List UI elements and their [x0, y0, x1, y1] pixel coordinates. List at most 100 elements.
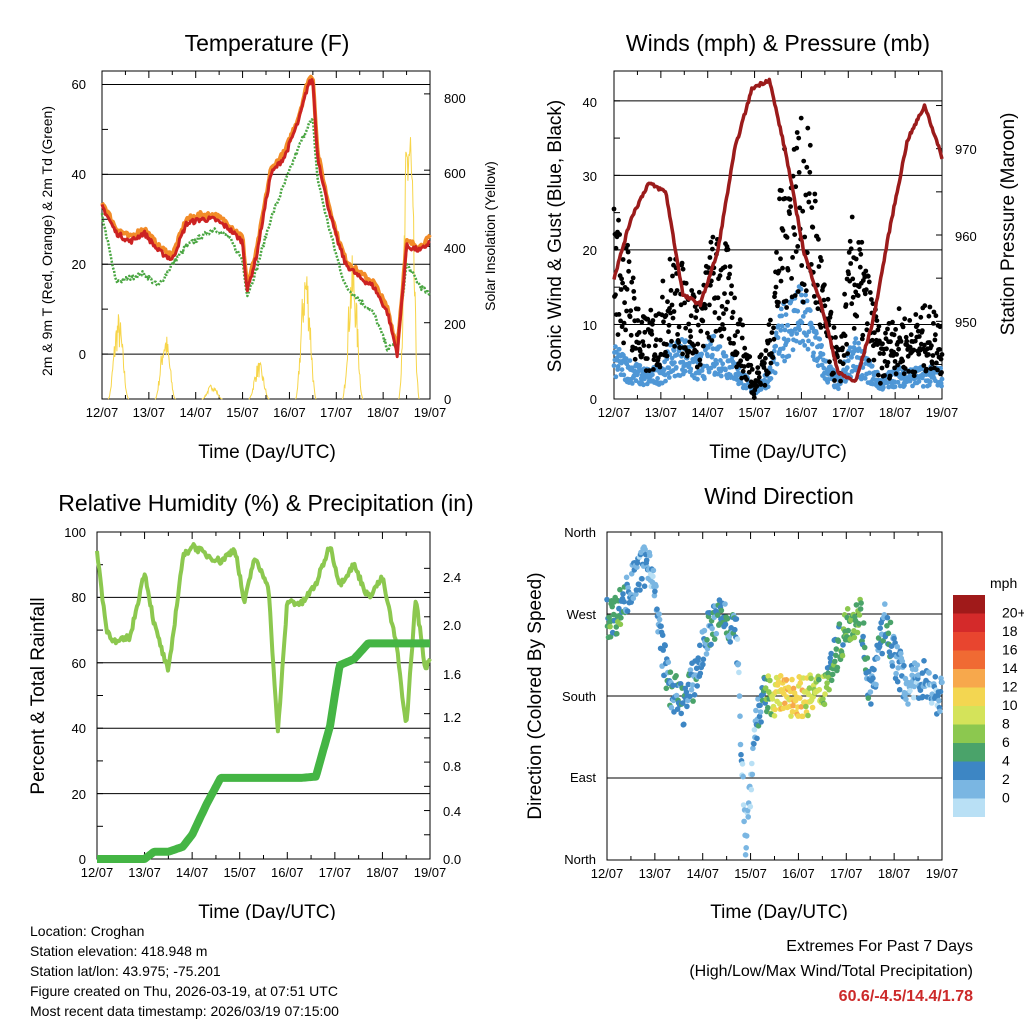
- sonic-wind-point: [819, 343, 824, 348]
- gust-point: [888, 339, 893, 345]
- gust-point: [768, 360, 774, 366]
- gust-point: [626, 259, 632, 265]
- relative-humidity-line: [95, 542, 432, 734]
- gust-point: [810, 224, 816, 230]
- direction-point: [783, 677, 790, 683]
- direction-point: [907, 688, 913, 694]
- gust-point: [622, 300, 627, 306]
- sonic-wind-point: [794, 331, 800, 336]
- gust-point: [674, 288, 680, 293]
- gust-point: [807, 142, 813, 148]
- gust-point: [657, 364, 663, 370]
- winds-ylabel: Sonic Wind & Gust (Blue, Black): [545, 100, 566, 372]
- sonic-wind-point: [773, 330, 779, 336]
- gust-point: [892, 359, 898, 364]
- direction-point: [618, 615, 624, 621]
- direction-point: [856, 621, 862, 627]
- sonic-wind-point: [717, 344, 723, 349]
- gust-point: [871, 357, 877, 363]
- y2tick-label: 950: [955, 315, 977, 330]
- gust-point: [660, 278, 666, 284]
- direction-point: [894, 643, 900, 650]
- gust-point: [717, 273, 723, 279]
- gust-point: [748, 379, 754, 385]
- gust-point: [840, 361, 846, 367]
- gust-point: [668, 288, 674, 293]
- direction-point: [678, 710, 684, 717]
- xtick-label: 18/07: [879, 405, 912, 420]
- winds-title: Winds (mph) & Pressure (mb): [626, 30, 930, 56]
- gust-point: [626, 268, 631, 274]
- sonic-wind-point: [641, 382, 646, 388]
- legend-swatch: [953, 632, 985, 651]
- gust-point: [931, 309, 937, 315]
- gust-point: [862, 291, 868, 297]
- gust-point: [832, 378, 837, 383]
- direction-point: [658, 623, 664, 629]
- station-pressure-line: [612, 77, 944, 383]
- gust-point: [663, 313, 669, 318]
- direction-point: [737, 713, 743, 719]
- gust-point: [876, 323, 882, 329]
- xtick-label: 13/07: [639, 866, 672, 881]
- ytick-label: 40: [72, 721, 86, 736]
- direction-point: [879, 650, 885, 657]
- sonic-wind-point: [613, 344, 618, 350]
- gust-point: [619, 276, 624, 282]
- gust-point: [916, 351, 922, 357]
- direction-point: [656, 616, 663, 623]
- gust-point: [914, 322, 920, 328]
- direction-point: [903, 696, 909, 702]
- gust-point: [772, 294, 777, 300]
- gust-point: [796, 135, 802, 141]
- humidity-xlabel: Time (Day/UTC): [198, 902, 336, 920]
- gust-point: [926, 313, 932, 319]
- legend-swatch: [953, 595, 985, 614]
- direction-point: [919, 670, 926, 676]
- humidity-ylabel: Percent & Total Rainfall: [28, 597, 49, 794]
- gust-point: [641, 343, 647, 348]
- gust-point: [857, 264, 863, 270]
- direction-ytick-labels: North West South East North: [562, 525, 596, 867]
- legend-label: 0: [1002, 790, 1010, 806]
- gust-point: [666, 322, 672, 328]
- direction-point: [753, 707, 759, 714]
- gust-point: [780, 265, 785, 271]
- gust-point: [695, 322, 701, 328]
- direction-xlabel: Time (Day/UTC): [710, 902, 848, 920]
- sonic-wind-point: [781, 336, 787, 342]
- gust-point: [730, 309, 736, 315]
- sonic-wind-point: [773, 343, 779, 349]
- gust-point: [658, 337, 663, 343]
- gust-point: [916, 334, 922, 339]
- sonic-wind-point: [895, 379, 901, 385]
- gust-point: [933, 332, 938, 338]
- 9m-t-line: [100, 74, 432, 354]
- gust-point: [780, 228, 786, 233]
- direction-point: [687, 667, 694, 673]
- gust-point: [900, 358, 905, 364]
- gust-point: [615, 332, 621, 337]
- direction-point: [834, 664, 841, 671]
- temperature-ytick-labels: 60 40 20 0: [72, 77, 86, 362]
- gust-point: [930, 361, 935, 366]
- legend-label: 10: [1002, 697, 1018, 713]
- gust-point: [812, 191, 818, 197]
- gust-point: [741, 364, 747, 369]
- gust-point: [875, 327, 881, 333]
- direction-point: [736, 693, 743, 699]
- direction-point: [733, 616, 740, 622]
- gust-point: [639, 319, 645, 325]
- direction-point: [736, 669, 742, 676]
- sonic-wind-point: [783, 312, 789, 317]
- direction-point: [668, 704, 675, 711]
- sonic-wind-point: [809, 341, 815, 347]
- direction-point: [911, 683, 917, 690]
- legend-label: 16: [1002, 642, 1018, 658]
- direction-point: [663, 685, 670, 692]
- gust-point: [901, 371, 907, 377]
- gust-point: [707, 255, 713, 260]
- gust-point: [884, 346, 889, 352]
- 2m-td-line: [100, 118, 431, 352]
- sonic-wind-point: [867, 370, 872, 376]
